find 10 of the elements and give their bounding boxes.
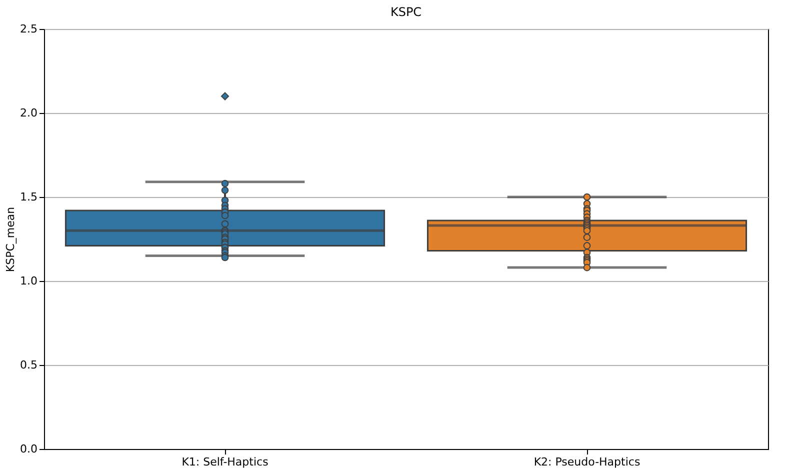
x-tick-label: K2: Pseudo-Haptics — [534, 456, 640, 468]
y-tick-label: 0.5 — [20, 358, 38, 372]
chart-title: KSPC — [390, 5, 422, 19]
y-tick-label: 2.0 — [20, 106, 38, 120]
y-tick-label: 0.0 — [20, 442, 38, 456]
x-tick-label: K1: Self-Haptics — [182, 456, 269, 468]
y-tick-label: 2.5 — [20, 22, 38, 36]
y-tick-label: 1.5 — [20, 190, 38, 204]
y-axis-title: KSPC_mean — [4, 206, 18, 272]
y-tick-label: 1.0 — [20, 274, 38, 288]
